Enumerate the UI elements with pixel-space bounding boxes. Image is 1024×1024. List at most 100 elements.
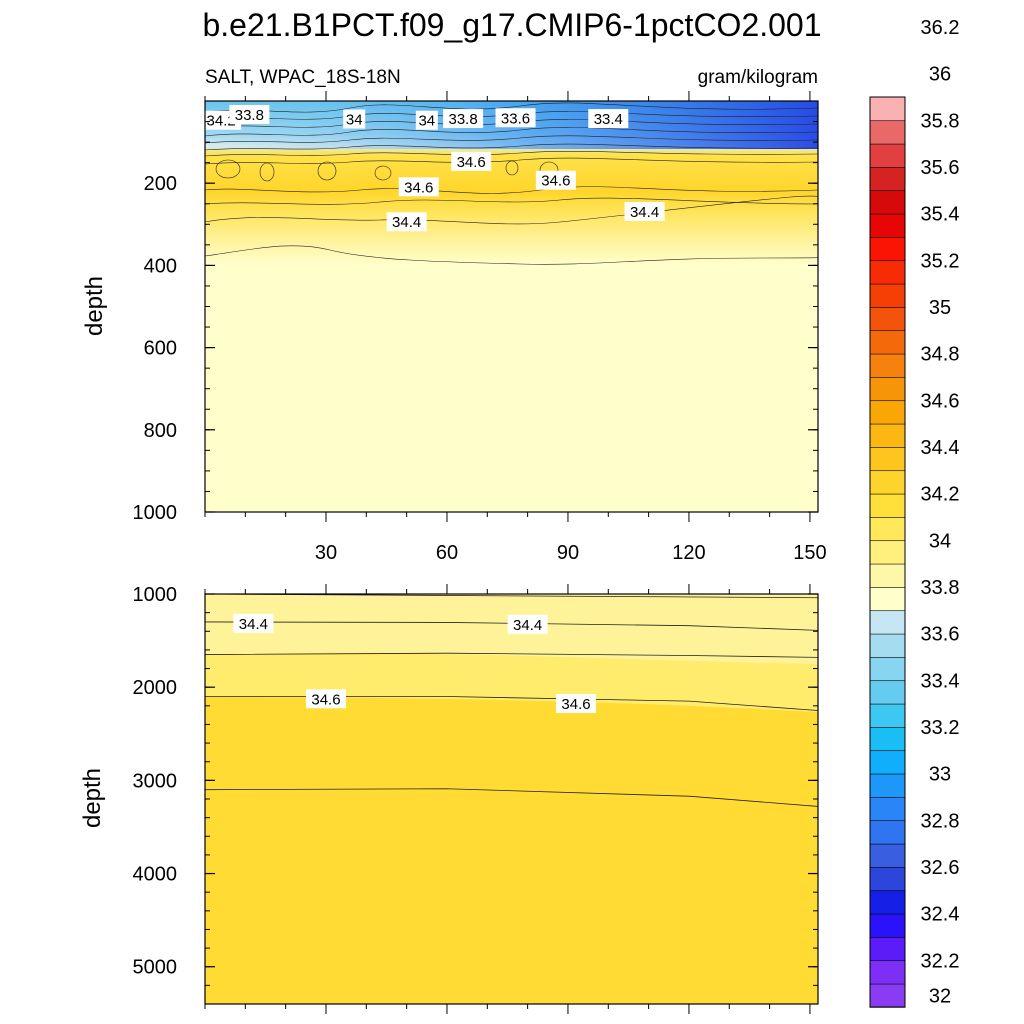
y-tick-label: 200 xyxy=(144,173,177,195)
colorbar-swatch xyxy=(869,516,906,542)
colorbar-swatch xyxy=(869,960,906,985)
x-tick-label: 90 xyxy=(557,542,579,564)
contour-label-bg xyxy=(386,212,427,232)
y-tick-label: 600 xyxy=(144,338,177,360)
contour-line xyxy=(204,593,819,599)
colorbar-label: 36.2 xyxy=(921,17,960,39)
contour-label: 34 xyxy=(418,113,435,130)
contour-label-bg xyxy=(305,689,346,709)
colorbar-swatch xyxy=(869,773,906,798)
lower-contour-labels: 34.4 34.4 34.6 34.6 xyxy=(233,613,597,713)
colorbar-label: 33 xyxy=(929,764,951,786)
colorbar-label: 34.2 xyxy=(921,484,960,506)
colorbar-swatch xyxy=(869,400,906,425)
upper-x-axis: 30 60 90 120 150 xyxy=(204,91,827,564)
y-tick-label: 4000 xyxy=(133,864,178,886)
colorbar-label: 34.6 xyxy=(921,390,960,412)
colorbar-label: 34.4 xyxy=(921,437,960,459)
contour-label: 34.4 xyxy=(392,214,421,231)
colorbar-swatch xyxy=(869,680,906,705)
contour-label-bg xyxy=(343,109,366,129)
contour-label: 33.8 xyxy=(235,107,264,124)
lower-y-axis-label: depth xyxy=(79,768,106,828)
contour-line xyxy=(204,621,819,631)
colorbar-swatch xyxy=(869,330,906,355)
colorbar-label: 32 xyxy=(929,985,951,1007)
contour-label: 34.6 xyxy=(561,696,590,713)
colorbar-label: 33.8 xyxy=(921,577,960,599)
upper-panel: 34.2 33.8 34 34 33.8 33.6 33.434.634.6 34.634.4… xyxy=(81,91,827,564)
contour-label-bg xyxy=(535,170,576,190)
colorbar-swatch xyxy=(869,143,906,168)
colorbar-swatch xyxy=(869,890,906,915)
colorbar-swatch xyxy=(869,190,906,215)
contour-label-bg xyxy=(495,108,536,128)
colorbar-swatch xyxy=(869,260,906,285)
contour-label: 34 xyxy=(346,111,363,128)
colorbar-swatch xyxy=(869,376,906,402)
contour-line xyxy=(204,788,819,807)
colorbar-swatch xyxy=(869,306,906,332)
upper-contour-labels: 34.2 33.8 34 34 33.8 33.6 33.434.634.6 34.634.4… xyxy=(205,104,665,232)
contour-label-bg xyxy=(398,177,439,197)
colorbar-label: 34 xyxy=(929,530,951,552)
colorbar-swatch xyxy=(869,726,906,752)
y-tick-label: 1000 xyxy=(133,502,178,524)
lower-panel-band-mid xyxy=(205,652,818,712)
colorbar-label: 33.2 xyxy=(921,717,960,739)
right-string: gram/kilogram xyxy=(698,67,818,88)
y-tick-label: 800 xyxy=(144,420,177,442)
colorbar-swatch xyxy=(869,120,906,145)
y-tick-label: 5000 xyxy=(133,957,178,979)
contour-label: 34.6 xyxy=(404,179,433,196)
contour-label: 33.6 xyxy=(501,110,530,127)
contour-label: 33.8 xyxy=(449,111,478,128)
x-tick-label: 30 xyxy=(315,542,337,564)
colorbar-label: 35.4 xyxy=(921,204,960,226)
contour-label-bg xyxy=(507,614,548,634)
lower-panel: 34.4 34.4 34.6 34.6 1000 2000 3000 4000 5000 de… xyxy=(79,584,819,1014)
colorbar-label: 35 xyxy=(929,297,951,319)
y-tick-label: 3000 xyxy=(133,770,178,792)
x-tick-label: 120 xyxy=(672,542,705,564)
lower-y-axis: 1000 2000 3000 4000 5000 xyxy=(133,584,818,1005)
contour-label-bg xyxy=(624,201,665,221)
lower-x-axis xyxy=(204,584,811,1014)
colorbar-swatch xyxy=(869,353,906,378)
left-string: SALT, WPAC_18S-18N xyxy=(205,67,401,88)
y-tick-label: 2000 xyxy=(133,677,178,699)
upper-y-axis-label: depth xyxy=(81,276,108,336)
x-tick-label: 150 xyxy=(793,542,826,564)
colorbar-label: 32.6 xyxy=(921,857,960,879)
colorbar-label: 36 xyxy=(929,64,951,86)
colorbar-swatch xyxy=(869,610,906,635)
colorbar-swatch xyxy=(869,703,906,728)
colorbar-swatch xyxy=(869,796,906,822)
contour-label: 34.6 xyxy=(457,154,486,171)
colorbar-swatch xyxy=(869,563,906,588)
colorbar-label: 32.2 xyxy=(921,950,960,972)
contour-label-bg xyxy=(415,110,438,130)
upper-panel-fill xyxy=(205,101,818,512)
colorbar-swatch xyxy=(869,213,906,238)
y-tick-label: 400 xyxy=(144,255,177,277)
upper-y-axis: 200 400 600 800 1000 xyxy=(133,100,818,524)
colorbar-swatch xyxy=(869,470,906,495)
colorbar-swatch xyxy=(869,656,906,682)
colorbar: 32 32.2 32.4 32.6 32.8 33 33.2 33.4 33.6 33.8 34 34… xyxy=(869,17,960,1008)
contour-label-bg xyxy=(229,104,270,124)
contour-label-bg xyxy=(233,613,274,633)
colorbar-swatch xyxy=(869,983,906,1008)
colorbar-label: 32.4 xyxy=(921,904,960,926)
contour-label: 34.2 xyxy=(207,113,236,130)
contour-label: 34.6 xyxy=(541,173,570,190)
colorbar-label: 34.8 xyxy=(921,344,960,366)
colorbar-label: 33.4 xyxy=(921,670,960,692)
colorbar-swatch xyxy=(869,866,906,892)
contour-label-bg xyxy=(588,109,629,129)
colorbar-frame xyxy=(869,96,906,1008)
colorbar-label: 35.2 xyxy=(921,250,960,272)
colorbar-swatch xyxy=(869,236,906,262)
contour-label: 33.4 xyxy=(594,111,623,128)
